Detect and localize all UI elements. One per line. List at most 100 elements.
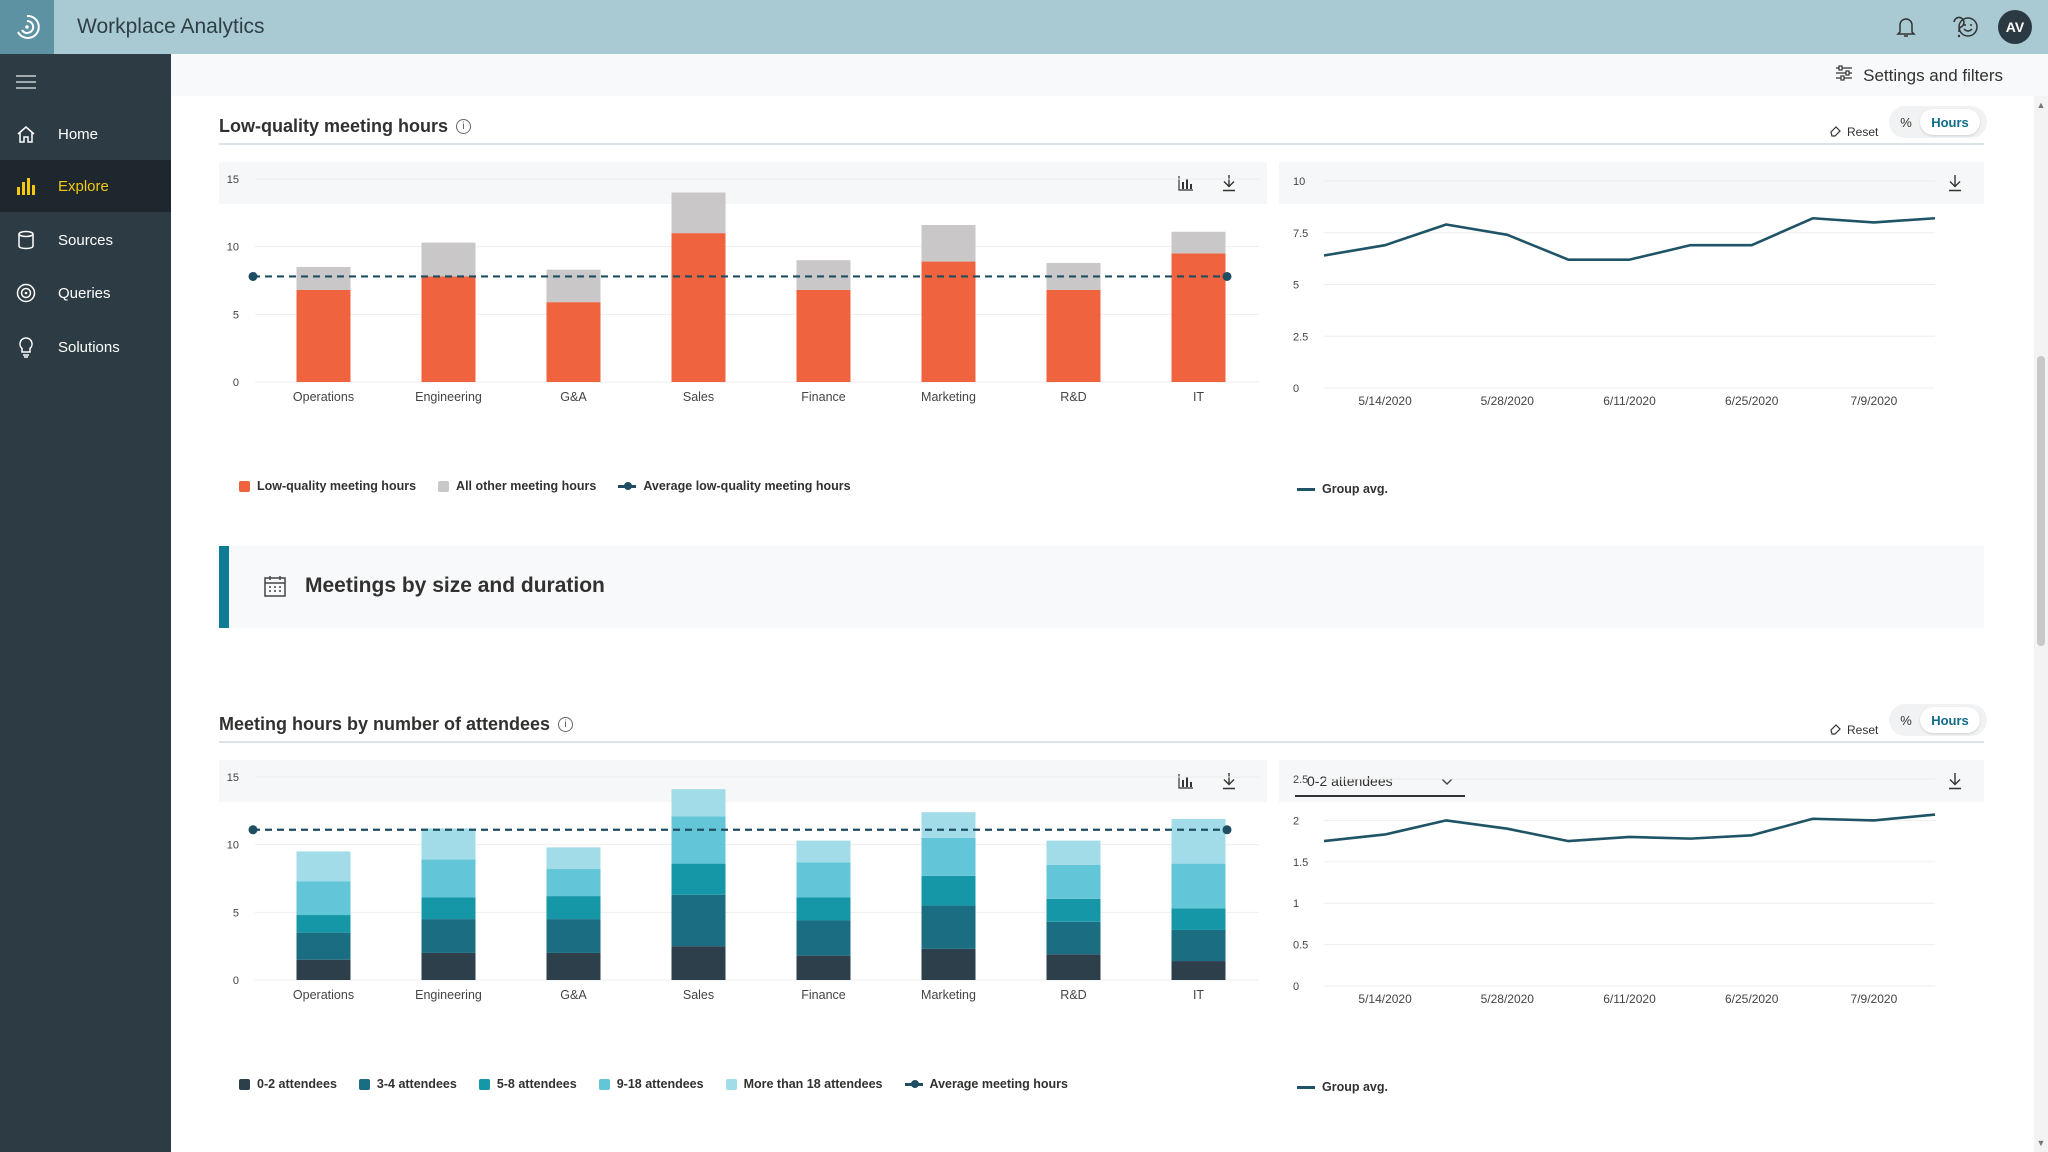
x-tick-label: IT	[1193, 988, 1204, 1002]
bar-segment	[546, 269, 601, 303]
swirl-logo-icon[interactable]	[0, 0, 54, 54]
legend-item-5-8[interactable]: 5-8 attendees	[478, 1077, 577, 1091]
line-swatch	[904, 1079, 923, 1088]
x-tick-label: 6/25/2020	[1725, 992, 1779, 1006]
top-bar: Workplace Analytics AV	[0, 0, 2048, 54]
bar-segment	[296, 851, 351, 882]
hamburger-menu-icon[interactable]	[14, 72, 38, 92]
info-icon[interactable]: i	[456, 119, 472, 134]
settings-and-filters-button[interactable]: Settings and filters	[1835, 65, 2003, 86]
legend-item-9-18[interactable]: 9-18 attendees	[598, 1077, 704, 1091]
eraser-icon	[1829, 722, 1842, 738]
legend-item-average[interactable]: Average meeting hours	[904, 1077, 1068, 1091]
x-tick-label: 6/11/2020	[1603, 394, 1656, 408]
download-icon[interactable]	[1944, 770, 1966, 792]
scroll-thumb[interactable]	[2037, 356, 2045, 646]
swatch	[358, 1078, 370, 1090]
bar-segment	[1046, 840, 1101, 865]
sidebar-item-explore[interactable]: Explore	[0, 160, 171, 212]
bar-segment	[796, 289, 851, 382]
legend-label: 9-18 attendees	[616, 1077, 704, 1091]
section-title-text: Low-quality meeting hours	[219, 116, 449, 136]
sidebar-item-sources[interactable]: Sources	[0, 214, 171, 266]
bar-segment	[546, 302, 601, 382]
unit-toggle[interactable]: % Hours	[1889, 704, 1987, 736]
x-tick-label: G&A	[560, 988, 587, 1002]
sidebar-item-label: Queries	[58, 284, 111, 302]
main-content: Settings and filters ▲ ▼ Low-quality mee…	[171, 54, 2048, 1152]
sidebar-item-queries[interactable]: Queries	[0, 267, 171, 319]
legend-item-group-avg[interactable]: Group avg.	[1297, 1080, 1388, 1094]
scroll-down-arrow-icon[interactable]: ▼	[2036, 1138, 2046, 1148]
percent-option[interactable]: %	[1900, 114, 1912, 130]
bar-segment	[796, 840, 851, 863]
chart-type-icon[interactable]	[1175, 172, 1197, 194]
legend-item-0-2[interactable]: 0-2 attendees	[239, 1077, 337, 1091]
average-line-endpoint	[1222, 271, 1232, 281]
sidebar-item-solutions[interactable]: Solutions	[0, 321, 171, 373]
bar-segment	[421, 859, 476, 898]
download-icon[interactable]	[1218, 172, 1240, 194]
sidebar-item-label: Sources	[58, 231, 114, 249]
x-tick-label: 5/28/2020	[1481, 394, 1535, 408]
bar-segment	[671, 816, 726, 864]
legend-item-3-4[interactable]: 3-4 attendees	[358, 1077, 457, 1091]
reset-button[interactable]: Reset	[1829, 722, 1878, 738]
x-tick-label: IT	[1193, 390, 1204, 404]
bar-segment	[1171, 231, 1226, 254]
y-tick-label: 0	[233, 377, 239, 389]
line-swatch	[1297, 487, 1315, 491]
attendees-bar-chart: 0 5 10 15 Operations Engineering G&A Sales Finan…	[227, 772, 1259, 1002]
average-line-endpoint	[248, 271, 258, 281]
legend-item-other[interactable]: All other meeting hours	[438, 479, 596, 493]
x-tick-label: Sales	[683, 390, 714, 404]
chart-type-icon[interactable]	[1175, 770, 1197, 792]
legend-item-group-avg[interactable]: Group avg.	[1297, 482, 1388, 496]
legend-label: Average low-quality meeting hours	[643, 479, 851, 493]
bar-segment	[671, 233, 726, 382]
y-tick-label: 5	[233, 309, 239, 321]
reset-button[interactable]: Reset	[1829, 124, 1878, 140]
y-tick-label: 2.5	[1293, 331, 1308, 343]
info-icon[interactable]: i	[558, 717, 574, 732]
panel-toolbar	[219, 162, 1267, 204]
x-tick-label: 7/9/2020	[1851, 394, 1898, 408]
scrollbar[interactable]: ▲ ▼	[2034, 96, 2048, 1152]
legend-item-average[interactable]: Average low-quality meeting hours	[618, 479, 851, 493]
unit-toggle[interactable]: % Hours	[1889, 106, 1987, 138]
bar-segment	[671, 894, 726, 947]
bell-icon[interactable]	[1892, 13, 1920, 41]
y-tick-label: 2	[1293, 815, 1299, 827]
attendees-dropdown[interactable]: 0-2 attendees	[1295, 767, 1465, 797]
y-tick-label: 15	[227, 174, 239, 186]
bar-segment	[421, 897, 476, 920]
download-icon[interactable]	[1218, 770, 1240, 792]
hours-option[interactable]: Hours	[1920, 109, 1980, 135]
swatch	[239, 480, 250, 492]
percent-option[interactable]: %	[1900, 712, 1912, 728]
database-icon	[15, 229, 37, 251]
legend-1: Low-quality meeting hours All other meet…	[239, 479, 851, 493]
download-icon[interactable]	[1944, 172, 1966, 194]
legend-label: Average meeting hours	[929, 1077, 1068, 1091]
legend-4: Group avg.	[1297, 1080, 1388, 1094]
sidebar-item-home[interactable]: Home	[0, 108, 171, 160]
avatar[interactable]: AV	[1998, 10, 2032, 44]
queries-icon	[15, 282, 37, 304]
y-tick-label: 2.5	[1293, 774, 1308, 786]
smiley-icon[interactable]	[1954, 13, 1982, 41]
legend-3: 0-2 attendees 3-4 attendees 5-8 attendee…	[239, 1077, 1068, 1091]
line-chart-panel-2: 0-2 attendees 0 0.5 1 1.5 2 2.5 5/14/2020 5/28/…	[1279, 760, 1984, 1060]
x-tick-label: Engineering	[415, 988, 482, 1002]
hours-option[interactable]: Hours	[1920, 707, 1980, 733]
y-tick-label: 5	[233, 907, 239, 919]
calendar-icon	[263, 574, 287, 598]
bar-segment	[1171, 863, 1226, 909]
legend-item-low-quality[interactable]: Low-quality meeting hours	[239, 479, 416, 493]
bar-chart-panel-2: 0 5 10 15 Operations Engineering G&A Sales Finan…	[219, 760, 1267, 1060]
scroll-up-arrow-icon[interactable]: ▲	[2036, 100, 2046, 110]
legend-item-18-plus[interactable]: More than 18 attendees	[725, 1077, 883, 1091]
bar-segment	[421, 276, 476, 382]
swatch	[438, 480, 450, 492]
bar-segment	[296, 959, 351, 980]
